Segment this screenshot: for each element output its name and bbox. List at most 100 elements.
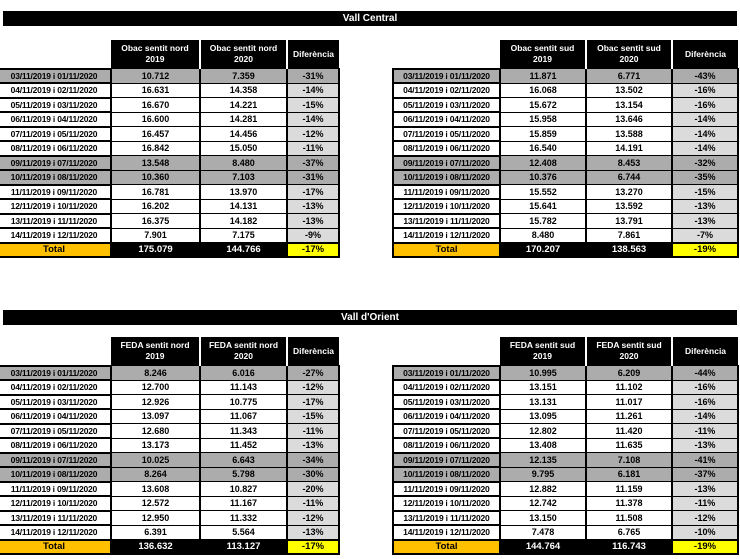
value-2019-cell[interactable]: 7.901	[110, 227, 201, 243]
value-2019-cell[interactable]: 13.548	[110, 155, 201, 171]
value-2019-cell[interactable]: 10.025	[110, 452, 201, 468]
diff-cell[interactable]: -35%	[671, 169, 739, 185]
total-diff-cell[interactable]: -19%	[671, 241, 739, 258]
date-range-cell[interactable]: 05/11/2019 i 03/11/2020	[0, 393, 112, 410]
value-2020-cell[interactable]: 5.564	[199, 524, 288, 540]
diff-cell[interactable]: -12%	[286, 126, 340, 142]
date-range-cell[interactable]: 08/11/2019 i 06/11/2020	[392, 140, 501, 157]
value-2020-cell[interactable]: 13.791	[585, 213, 673, 229]
value-2020-cell[interactable]: 14.358	[199, 82, 288, 98]
value-2019-cell[interactable]: 11.871	[499, 68, 587, 84]
date-range-cell[interactable]: 06/11/2019 i 04/11/2020	[392, 408, 501, 425]
date-range-cell[interactable]: 11/11/2019 i 09/11/2020	[392, 480, 501, 497]
total-diff-cell[interactable]: -17%	[286, 241, 340, 258]
value-2020-cell[interactable]: 5.798	[199, 466, 288, 482]
value-2020-cell[interactable]: 11.159	[585, 481, 673, 497]
value-2019-cell[interactable]: 12.950	[110, 510, 201, 526]
date-range-cell[interactable]: 07/11/2019 i 05/11/2020	[392, 422, 501, 439]
value-2020-cell[interactable]: 14.221	[199, 97, 288, 113]
diff-cell[interactable]: -44%	[671, 365, 739, 381]
date-range-cell[interactable]: 04/11/2019 i 02/11/2020	[0, 82, 112, 99]
date-range-cell[interactable]: 14/11/2019 i 12/11/2020	[0, 524, 112, 541]
value-2020-cell[interactable]: 14.191	[585, 140, 673, 156]
value-2019-cell[interactable]: 16.202	[110, 198, 201, 214]
value-2019-cell[interactable]: 12.680	[110, 423, 201, 439]
value-2019-cell[interactable]: 8.246	[110, 365, 201, 381]
value-2019-cell[interactable]: 13.131	[499, 394, 587, 410]
date-range-cell[interactable]: 03/11/2019 i 01/11/2020	[0, 364, 112, 381]
column-header-2019[interactable]: FEDA sentit nord 2019	[111, 337, 200, 366]
value-2020-cell[interactable]: 13.502	[585, 82, 673, 98]
column-header-diferencia[interactable]: Diferència	[286, 337, 339, 366]
diff-cell[interactable]: -13%	[286, 524, 340, 540]
diff-cell[interactable]: -14%	[286, 111, 340, 127]
diff-cell[interactable]: -15%	[286, 97, 340, 113]
diff-cell[interactable]: -13%	[286, 437, 340, 453]
column-header-diferencia[interactable]: Diferència	[671, 337, 738, 366]
value-2020-cell[interactable]: 11.143	[199, 379, 288, 395]
date-range-cell[interactable]: 10/11/2019 i 08/11/2020	[392, 169, 501, 186]
date-range-cell[interactable]: 03/11/2019 i 01/11/2020	[392, 67, 501, 84]
value-2019-cell[interactable]: 10.376	[499, 169, 587, 185]
diff-cell[interactable]: -9%	[286, 227, 340, 243]
diff-cell[interactable]: -12%	[286, 510, 340, 526]
total-label-cell[interactable]: Total	[392, 241, 501, 258]
value-2020-cell[interactable]: 11.343	[199, 423, 288, 439]
date-range-cell[interactable]: 04/11/2019 i 02/11/2020	[392, 379, 501, 396]
total-2020-cell[interactable]: 144.766	[199, 241, 288, 258]
date-range-cell[interactable]: 06/11/2019 i 04/11/2020	[392, 111, 501, 128]
value-2020-cell[interactable]: 11.067	[199, 408, 288, 424]
value-2020-cell[interactable]: 8.480	[199, 155, 288, 171]
value-2019-cell[interactable]: 15.641	[499, 198, 587, 214]
diff-cell[interactable]: -13%	[286, 213, 340, 229]
diff-cell[interactable]: -14%	[671, 408, 739, 424]
column-header-2019[interactable]: Obac sentit nord 2019	[111, 40, 200, 69]
value-2019-cell[interactable]: 15.552	[499, 184, 587, 200]
value-2020-cell[interactable]: 7.861	[585, 227, 673, 243]
value-2020-cell[interactable]: 11.508	[585, 510, 673, 526]
date-range-cell[interactable]: 08/11/2019 i 06/11/2020	[392, 437, 501, 454]
date-range-cell[interactable]: 09/11/2019 i 07/11/2020	[392, 154, 501, 171]
diff-cell[interactable]: -12%	[671, 510, 739, 526]
column-header-2019[interactable]: FEDA sentit sud 2019	[500, 337, 586, 366]
date-range-cell[interactable]: 06/11/2019 i 04/11/2020	[0, 111, 112, 128]
value-2019-cell[interactable]: 7.478	[499, 524, 587, 540]
date-range-cell[interactable]: 12/11/2019 i 10/11/2020	[0, 495, 112, 512]
value-2019-cell[interactable]: 6.391	[110, 524, 201, 540]
value-2020-cell[interactable]: 11.635	[585, 437, 673, 453]
total-2019-cell[interactable]: 136.632	[110, 538, 201, 555]
value-2019-cell[interactable]: 12.742	[499, 495, 587, 511]
date-range-cell[interactable]: 09/11/2019 i 07/11/2020	[0, 154, 112, 171]
diff-cell[interactable]: -13%	[671, 481, 739, 497]
diff-cell[interactable]: -13%	[671, 213, 739, 229]
value-2020-cell[interactable]: 6.771	[585, 68, 673, 84]
diff-cell[interactable]: -37%	[286, 155, 340, 171]
value-2020-cell[interactable]: 6.744	[585, 169, 673, 185]
value-2020-cell[interactable]: 13.588	[585, 126, 673, 142]
total-2019-cell[interactable]: 175.079	[110, 241, 201, 258]
date-range-cell[interactable]: 10/11/2019 i 08/11/2020	[0, 466, 112, 483]
date-range-cell[interactable]: 07/11/2019 i 05/11/2020	[0, 125, 112, 142]
date-range-cell[interactable]: 10/11/2019 i 08/11/2020	[0, 169, 112, 186]
value-2019-cell[interactable]: 12.802	[499, 423, 587, 439]
value-2020-cell[interactable]: 15.050	[199, 140, 288, 156]
value-2020-cell[interactable]: 11.167	[199, 495, 288, 511]
value-2020-cell[interactable]: 11.017	[585, 394, 673, 410]
date-range-cell[interactable]: 14/11/2019 i 12/11/2020	[0, 227, 112, 244]
diff-cell[interactable]: -16%	[671, 97, 739, 113]
value-2020-cell[interactable]: 10.827	[199, 481, 288, 497]
value-2020-cell[interactable]: 6.181	[585, 466, 673, 482]
date-range-cell[interactable]: 03/11/2019 i 01/11/2020	[392, 364, 501, 381]
value-2020-cell[interactable]: 7.103	[199, 169, 288, 185]
column-header-2020[interactable]: Obac sentit sud 2020	[585, 40, 672, 69]
diff-cell[interactable]: -11%	[671, 423, 739, 439]
diff-cell[interactable]: -41%	[671, 452, 739, 468]
date-range-cell[interactable]: 13/11/2019 i 11/11/2020	[392, 212, 501, 229]
date-range-cell[interactable]: 13/11/2019 i 11/11/2020	[0, 212, 112, 229]
total-label-cell[interactable]: Total	[0, 241, 112, 258]
diff-cell[interactable]: -14%	[671, 126, 739, 142]
date-range-cell[interactable]: 06/11/2019 i 04/11/2020	[0, 408, 112, 425]
date-range-cell[interactable]: 14/11/2019 i 12/11/2020	[392, 227, 501, 244]
total-diff-cell[interactable]: -17%	[286, 538, 340, 555]
diff-cell[interactable]: -43%	[671, 68, 739, 84]
